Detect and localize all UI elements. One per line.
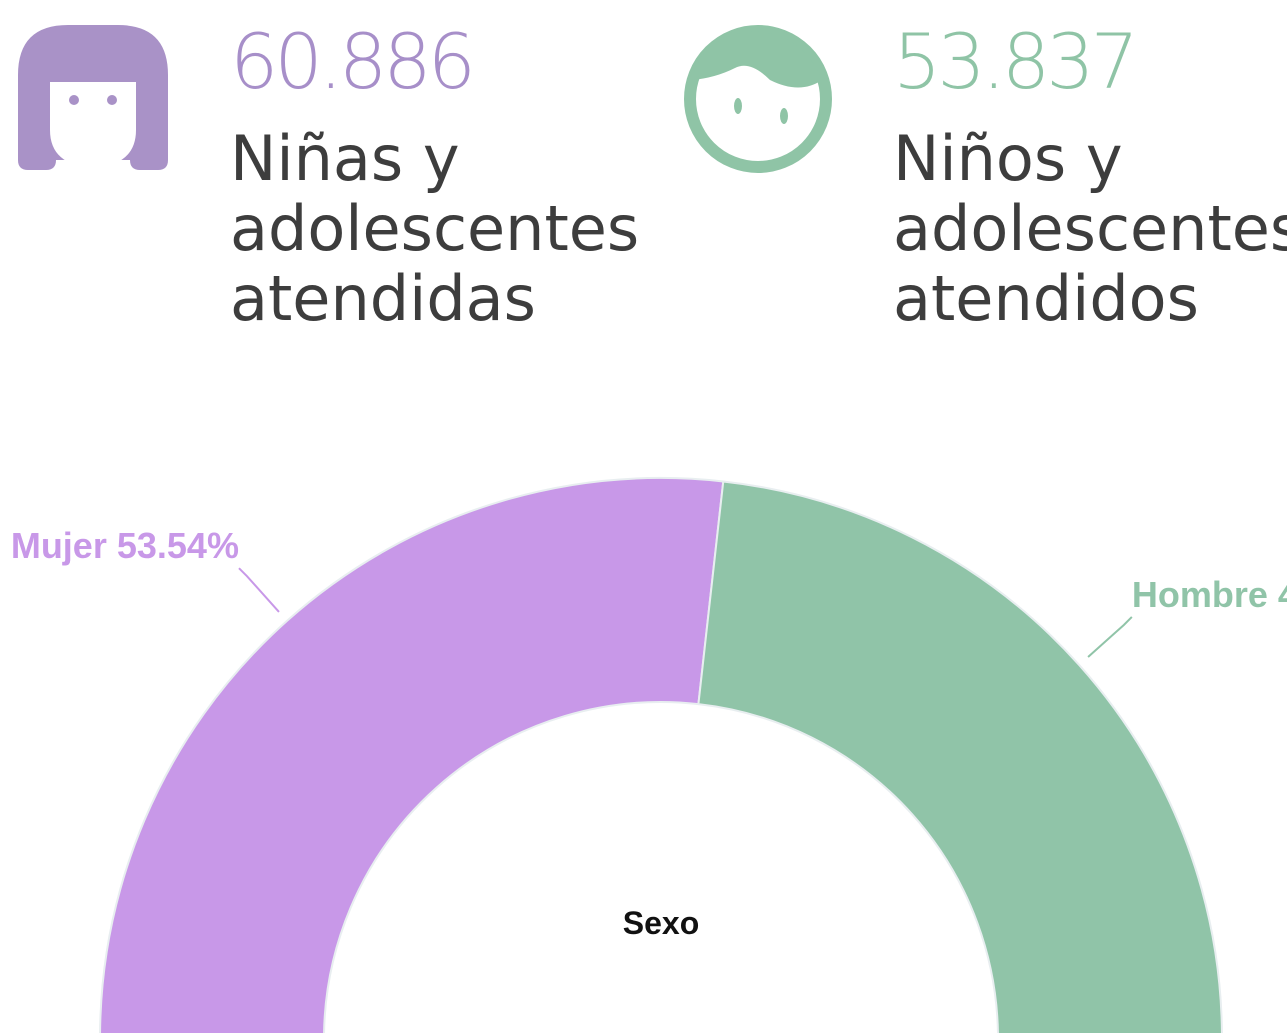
leader-line xyxy=(1087,616,1133,658)
boy-icon xyxy=(684,25,832,173)
slice-category: Mujer xyxy=(11,525,107,566)
stat-value: 60.886 xyxy=(230,17,472,106)
slice-label: Mujer 53.54% xyxy=(11,525,239,566)
leader-line xyxy=(238,567,280,613)
stat-label: adolescentes xyxy=(230,192,639,265)
slice xyxy=(99,477,725,1033)
chart-title: Sexo xyxy=(623,905,699,941)
stat-label: Niños y xyxy=(893,122,1123,195)
stat-label: atendidas xyxy=(230,262,536,335)
slice xyxy=(697,480,1223,1033)
slice-value-label: 46.46% xyxy=(1278,574,1287,615)
stat-label: atendidos xyxy=(893,262,1199,335)
slice-category: Hombre xyxy=(1132,574,1268,615)
slice-label: Hombre 46.46% xyxy=(1132,574,1287,615)
girl-icon xyxy=(18,25,168,170)
chart: Mujer 53.54% Hombre 46.46% Sexo xyxy=(11,477,1287,1033)
stat-value: 53.837 xyxy=(893,17,1135,106)
slice-value-label: 53.54% xyxy=(117,525,239,566)
stat-label: Niñas y xyxy=(230,122,460,195)
stat-label: adolescentes xyxy=(893,192,1287,265)
